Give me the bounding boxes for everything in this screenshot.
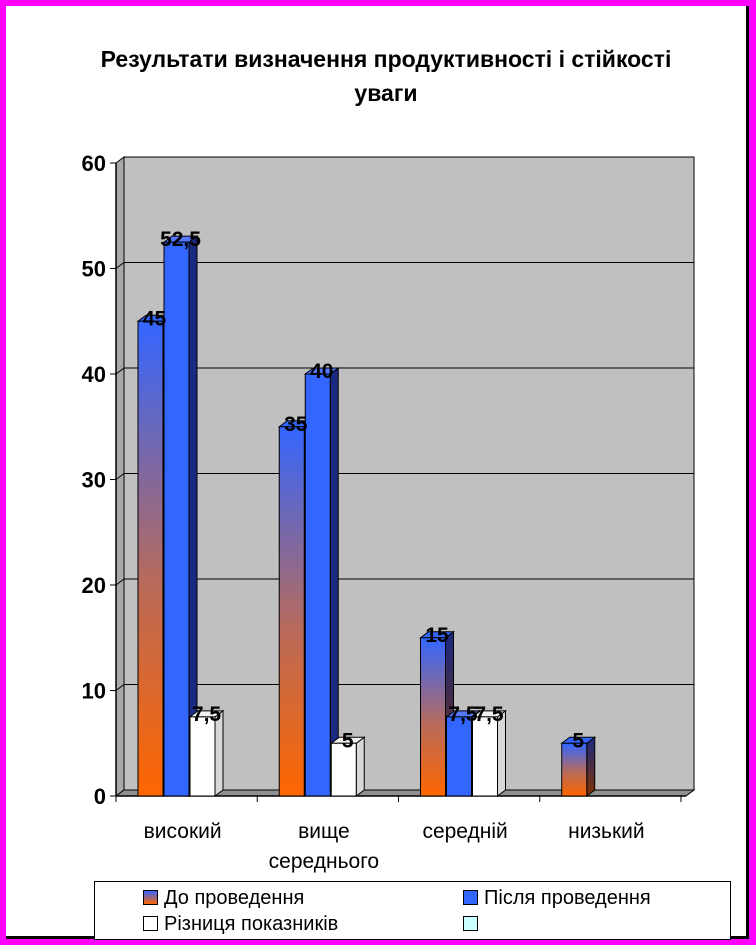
legend-swatch-before <box>143 890 158 905</box>
y-tick-label: 20 <box>82 573 106 598</box>
legend: До проведення Після проведення Різниця п… <box>94 881 731 940</box>
data-label: 52,5 <box>160 228 201 251</box>
x-tick-label: середнього <box>269 850 379 873</box>
legend-label-before: До проведення <box>164 887 305 909</box>
data-label: 5 <box>572 729 584 752</box>
legend-item-before: До проведення <box>143 886 304 910</box>
gridline-depth <box>115 262 125 269</box>
x-tick-label: високий <box>144 820 222 843</box>
y-tick-label: 40 <box>82 362 106 387</box>
legend-item-after: Після проведення <box>463 886 651 910</box>
data-label: 7,5 <box>192 703 222 726</box>
legend-swatch-diff <box>143 916 158 931</box>
bar <box>189 716 216 797</box>
chart-frame: Результати визначення продуктивності і с… <box>6 6 749 940</box>
bar <box>446 716 472 797</box>
bar <box>137 320 164 797</box>
legend-swatch-extra <box>463 916 478 931</box>
data-label: 7,5 <box>474 703 504 726</box>
bar-side <box>586 736 596 797</box>
legend-swatch-after <box>463 890 478 905</box>
legend-item-diff: Різниця показників <box>143 912 338 936</box>
bar <box>163 241 190 797</box>
y-tick-label: 50 <box>82 257 106 282</box>
y-tick-label: 0 <box>94 784 106 809</box>
y-tick-label: 60 <box>82 151 106 176</box>
gridline-depth <box>115 473 125 480</box>
bar <box>420 637 446 797</box>
chart-title: Результати визначення продуктивності і с… <box>100 46 672 106</box>
data-label: 5 <box>342 729 354 752</box>
data-label: 40 <box>310 360 333 383</box>
y-tick-label: 10 <box>82 679 106 704</box>
bar-side <box>329 367 339 797</box>
gridline-depth <box>115 367 125 375</box>
bar <box>472 716 498 797</box>
data-label: 35 <box>284 413 308 436</box>
x-tick-label: вище <box>298 820 350 843</box>
gridline-depth <box>115 578 125 586</box>
legend-item-extra <box>463 912 484 936</box>
x-tick-label: середній <box>422 820 507 843</box>
chart-plot: 0 10 20 30 40 50 60 високий вище середнього середн… <box>82 151 696 873</box>
bar <box>561 742 588 797</box>
legend-label-diff: Різниця показників <box>164 913 339 935</box>
bar <box>330 742 357 797</box>
data-label: 7,5 <box>448 703 478 726</box>
gridline-depth <box>115 684 125 691</box>
bar <box>278 426 305 797</box>
bar <box>304 373 331 797</box>
data-label: 15 <box>425 624 449 647</box>
data-label: 45 <box>143 307 167 330</box>
bar-side <box>355 736 365 797</box>
legend-label-after: Після проведення <box>484 887 651 909</box>
x-tick-label: низький <box>568 820 645 843</box>
y-tick-label: 30 <box>82 468 106 493</box>
